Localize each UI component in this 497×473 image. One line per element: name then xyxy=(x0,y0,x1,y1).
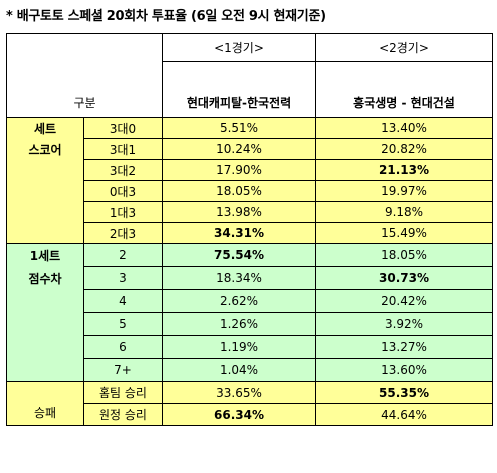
game2-match: 흥국생명 - 현대건설 xyxy=(315,61,493,118)
game2-value: 18.05% xyxy=(315,243,493,267)
page-title: * 배구토토 스페셜 20회차 투표율 (6일 오전 9시 현재기준) xyxy=(6,9,326,24)
row-label: 7+ xyxy=(83,358,163,382)
game1-value: 75.54% xyxy=(162,243,316,267)
section-label: 세트 xyxy=(6,117,84,139)
game2-value: 20.42% xyxy=(315,289,493,313)
game2-value: 19.97% xyxy=(315,180,493,202)
section-spacer xyxy=(6,289,84,313)
game1-value: 17.90% xyxy=(162,159,316,181)
game1-value: 33.65% xyxy=(162,381,316,404)
game2-value: 13.40% xyxy=(315,117,493,139)
category-header: 구분 xyxy=(6,33,163,118)
game1-value: 1.19% xyxy=(162,335,316,359)
game2-value: 15.49% xyxy=(315,222,493,244)
section-spacer xyxy=(6,335,84,359)
section-spacer xyxy=(6,180,84,202)
game2-value: 30.73% xyxy=(315,266,493,290)
game1-value: 1.04% xyxy=(162,358,316,382)
section-spacer xyxy=(6,358,84,382)
section-spacer xyxy=(6,312,84,336)
vote-rate-table: 구분 <1경기> <2경기> 현대캐피탈-한국전력 흥국생명 - 현대건설 세트… xyxy=(6,33,493,426)
game1-value: 18.34% xyxy=(162,266,316,290)
row-label: 3대1 xyxy=(83,138,163,160)
game1-header: <1경기> xyxy=(162,33,316,62)
row-label: 3 xyxy=(83,266,163,290)
game1-value: 1.26% xyxy=(162,312,316,336)
row-label: 0대3 xyxy=(83,180,163,202)
row-label: 2대3 xyxy=(83,222,163,244)
row-label: 원정 승리 xyxy=(83,403,163,426)
game1-value: 2.62% xyxy=(162,289,316,313)
section-spacer xyxy=(6,201,84,223)
section-label: 승패 xyxy=(6,381,84,426)
game1-value: 10.24% xyxy=(162,138,316,160)
game2-value: 55.35% xyxy=(315,381,493,404)
game2-value: 44.64% xyxy=(315,403,493,426)
game2-value: 3.92% xyxy=(315,312,493,336)
game1-value: 34.31% xyxy=(162,222,316,244)
section-spacer xyxy=(6,159,84,181)
section-label: 스코어 xyxy=(6,138,84,160)
game1-match: 현대캐피탈-한국전력 xyxy=(162,61,316,118)
row-label: 홈팀 승리 xyxy=(83,381,163,404)
game2-value: 13.60% xyxy=(315,358,493,382)
game2-value: 21.13% xyxy=(315,159,493,181)
row-label: 3대0 xyxy=(83,117,163,139)
game2-header: <2경기> xyxy=(315,33,493,62)
game2-value: 9.18% xyxy=(315,201,493,223)
section-label: 점수차 xyxy=(6,266,84,290)
row-label: 3대2 xyxy=(83,159,163,181)
section-label: 1세트 xyxy=(6,243,84,267)
game1-value: 18.05% xyxy=(162,180,316,202)
row-label: 2 xyxy=(83,243,163,267)
game2-value: 13.27% xyxy=(315,335,493,359)
game1-value: 66.34% xyxy=(162,403,316,426)
game2-value: 20.82% xyxy=(315,138,493,160)
row-label: 4 xyxy=(83,289,163,313)
row-label: 6 xyxy=(83,335,163,359)
section-spacer xyxy=(6,222,84,244)
row-label: 5 xyxy=(83,312,163,336)
game1-value: 13.98% xyxy=(162,201,316,223)
row-label: 1대3 xyxy=(83,201,163,223)
game1-value: 5.51% xyxy=(162,117,316,139)
